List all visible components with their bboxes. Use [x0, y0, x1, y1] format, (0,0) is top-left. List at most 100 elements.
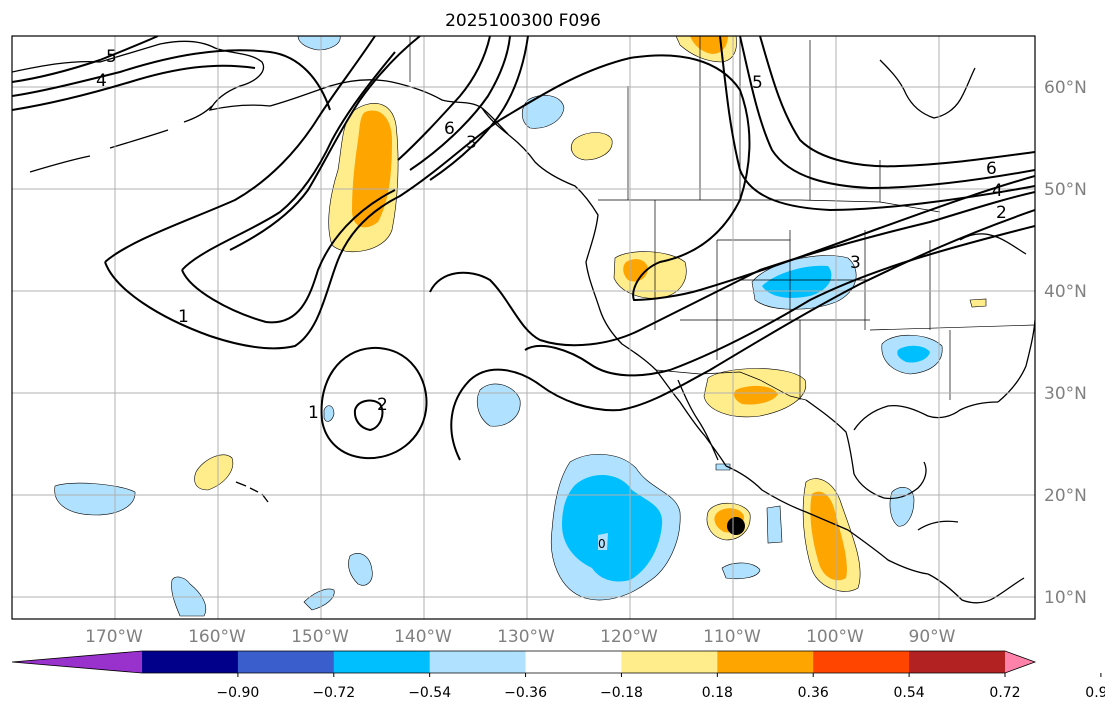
contour-label: 4	[992, 181, 1003, 201]
anomaly-area-mexico-coast-core	[810, 491, 847, 581]
graticule	[12, 36, 1035, 619]
contour-line-1c	[450, 209, 1035, 461]
map-title: 2025100300 F096	[445, 11, 601, 31]
latitude-labels: 60°N 50°N 40°N 30°N 20°N 10°N	[1044, 78, 1087, 608]
colorbar-tick-label: −0.54	[408, 685, 451, 701]
colorbar-tick-label: −0.18	[600, 685, 643, 701]
colorbar-segment	[429, 651, 527, 673]
contour-label: 3	[850, 253, 861, 273]
lon-label-100w: 100°W	[806, 627, 864, 647]
anomaly-area-north-pacific-blue	[297, 36, 341, 51]
lon-label-90w: 90°W	[909, 627, 956, 647]
anomaly-area-near-cyclone-south	[721, 562, 761, 580]
contour-line-1b	[499, 54, 1035, 302]
contour-label: 5	[752, 73, 763, 93]
contour-line-4	[12, 49, 331, 111]
anomaly-area-central-pacific-small	[323, 405, 335, 422]
anomaly-area-south-of-hawaii-b	[348, 553, 373, 586]
border-us-mexico	[655, 369, 807, 401]
lon-label-130w: 130°W	[497, 627, 555, 647]
anomaly-area-near-cyclone-east	[766, 505, 783, 544]
lat-label-20n: 20°N	[1044, 486, 1087, 506]
anomaly-area-desert-southwest-core	[734, 385, 778, 405]
contour-label: 1	[178, 307, 189, 327]
lat-label-50n: 50°N	[1044, 180, 1087, 200]
lat-label-10n: 10°N	[1044, 588, 1087, 608]
colorbar-tick-label: −0.36	[504, 685, 547, 701]
lon-label-110w: 110°W	[703, 627, 761, 647]
lon-label-140w: 140°W	[394, 627, 452, 647]
colorbar-tick-label: −0.90	[216, 685, 259, 701]
colorbar-segment	[717, 651, 814, 673]
contour-label: 1	[308, 403, 319, 423]
lon-label-150w: 150°W	[291, 627, 349, 647]
colorbar-segment	[621, 651, 718, 673]
contour-label: 0	[598, 537, 606, 551]
anomaly-area-hawaii-yellow	[194, 454, 234, 491]
colorbar-segment	[237, 651, 335, 673]
contour-label: 5	[106, 47, 117, 67]
colorbar-outline	[11, 650, 1037, 674]
contour-line-2	[181, 51, 396, 324]
contour-line-5	[12, 36, 159, 83]
colorbar-segment	[333, 651, 431, 673]
contour-line-1	[104, 36, 501, 350]
map-background	[12, 36, 1035, 619]
contour-line-low	[320, 346, 428, 460]
anomaly-area-eastern-pacific-core	[562, 474, 663, 582]
coastline-central-america	[917, 520, 1025, 604]
contour-line-3	[229, 36, 421, 251]
contour-label: 6	[986, 159, 997, 179]
colorbar-segment	[813, 651, 910, 673]
anomaly-area-central-us-core	[762, 265, 832, 298]
anomaly-area-northern-canada-core	[690, 36, 728, 54]
lat-label-30n: 30°N	[1044, 384, 1087, 404]
contour-label: 6	[444, 119, 455, 139]
colorbar-segment	[909, 651, 1006, 673]
lat-label-40n: 40°N	[1044, 282, 1087, 302]
coastline-gulf-of-mexico	[805, 399, 999, 500]
contour-line-low-inner	[353, 399, 384, 432]
colorbar-extend-high	[1005, 651, 1035, 673]
province-lines	[627, 36, 881, 202]
coastlines	[12, 40, 1035, 604]
anomaly-area-yucatan	[889, 487, 915, 527]
contour-line-2c	[429, 191, 1035, 347]
colorbar-tick-label: 0.90	[1085, 685, 1105, 701]
colorbar-tick-label: 0.54	[894, 685, 925, 701]
lon-label-120w: 120°W	[600, 627, 658, 647]
contour-label: 4	[96, 71, 107, 91]
lat-label-60n: 60°N	[1044, 78, 1087, 98]
contour-label-group: 5 4 6 3 1 1 2 6 4 2 3 5 0	[96, 47, 1007, 551]
contour-line-3c	[524, 225, 1035, 377]
coastline-alaska	[12, 40, 509, 135]
anomaly-area-off-baja	[477, 383, 521, 427]
contour-label: 2	[377, 395, 388, 415]
colorbar-tick-label: 0.72	[989, 685, 1020, 701]
contour-line-6	[397, 36, 529, 181]
coastline-pacific-northwest	[481, 107, 657, 371]
colorbar-tick-label: 0.36	[798, 685, 829, 701]
colorbar-extend-low	[12, 651, 142, 673]
anomaly-area-bc-coast-blue	[521, 95, 565, 129]
colorbar-segment	[142, 651, 239, 673]
colorbar-segment	[525, 651, 622, 673]
coastline-hudson-bay	[879, 59, 976, 119]
anomaly-area-eastern-pacific-hole	[598, 533, 608, 550]
colorbar-tick-label: 0.18	[702, 685, 733, 701]
contour-line-6b	[759, 36, 1035, 168]
colorbar-tick-label: −0.72	[312, 685, 355, 701]
coastline-baja	[655, 369, 727, 467]
coastline-mexico-west	[725, 465, 929, 575]
cyclone-marker	[727, 517, 745, 535]
longitude-labels: 170°W 160°W 150°W 140°W 130°W 120°W 110°…	[85, 627, 956, 647]
anomaly-area-south-of-hawaii-c	[303, 588, 335, 611]
contour-line-4b	[739, 36, 1035, 190]
map-panel: 5 4 6 3 1 1 2 6 4 2 3 5 0	[11, 35, 1036, 620]
anomaly-area-interior-yellow	[571, 132, 613, 161]
anomaly-area-ohio-valley	[969, 298, 987, 308]
contour-label: 2	[996, 203, 1007, 223]
contour-label: 3	[466, 133, 477, 153]
map-frame	[11, 35, 1036, 620]
